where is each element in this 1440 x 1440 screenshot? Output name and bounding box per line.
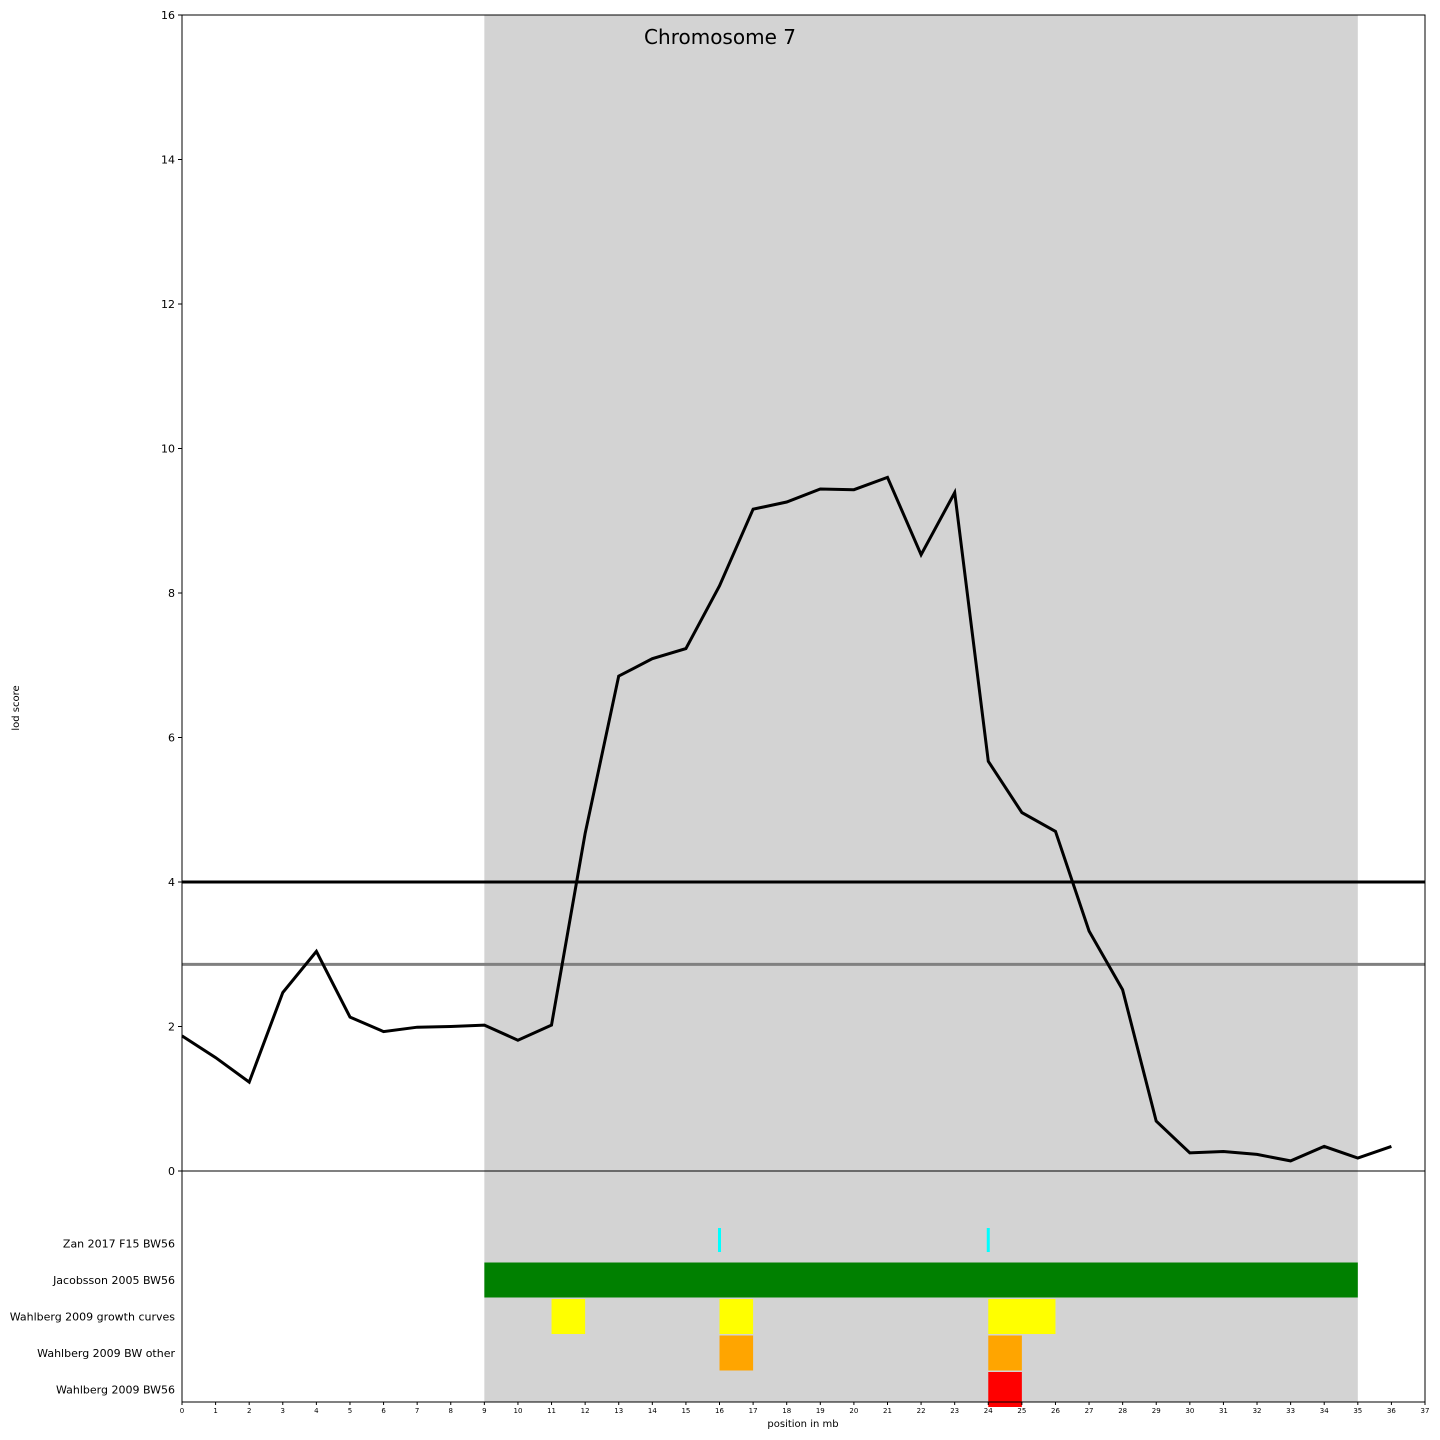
y-tick-label: 16 [161, 9, 175, 22]
x-tick-label: 36 [1387, 1407, 1396, 1415]
track-interval [988, 1372, 1022, 1407]
x-tick-label: 5 [348, 1407, 352, 1415]
x-tick-label: 12 [581, 1407, 590, 1415]
x-tick-label: 25 [1017, 1407, 1026, 1415]
x-tick-label: 31 [1219, 1407, 1228, 1415]
x-tick-label: 7 [415, 1407, 419, 1415]
x-tick-label: 13 [614, 1407, 623, 1415]
x-tick-label: 29 [1152, 1407, 1161, 1415]
x-tick-label: 15 [681, 1407, 690, 1415]
plot-frame [181, 14, 1426, 1403]
x-tick-label: 33 [1286, 1407, 1295, 1415]
y-tick-label: 12 [161, 298, 175, 311]
highlight-region [484, 15, 1358, 1402]
x-tick-label: 9 [482, 1407, 486, 1415]
track-interval [988, 1299, 1056, 1334]
y-tick-label: 4 [168, 876, 175, 889]
x-tick-label: 20 [849, 1407, 858, 1415]
y-axis-label: lod score [11, 685, 22, 730]
track-interval [551, 1299, 586, 1334]
x-tick-label: 34 [1320, 1407, 1329, 1415]
x-tick-label: 35 [1353, 1407, 1362, 1415]
x-tick-label: 4 [314, 1407, 319, 1415]
track-label-0: Zan 2017 F15 BW56 [63, 1238, 175, 1251]
track-interval [719, 1299, 754, 1334]
x-tick-label: 10 [513, 1407, 522, 1415]
x-tick-label: 28 [1118, 1407, 1127, 1415]
x-tick-label: 19 [816, 1407, 825, 1415]
x-tick-label: 8 [449, 1407, 453, 1415]
y-tick-label: 8 [168, 587, 175, 600]
x-tick-label: 0 [180, 1407, 184, 1415]
track-interval [484, 1262, 1358, 1298]
x-tick-label: 30 [1185, 1407, 1194, 1415]
x-tick-label: 23 [950, 1407, 959, 1415]
y-tick-label: 2 [168, 1021, 175, 1034]
x-tick-label: 24 [984, 1407, 993, 1415]
y-tick-label: 14 [161, 154, 175, 167]
track-label-4: Wahlberg 2009 BW56 [56, 1384, 175, 1397]
x-tick-label: 14 [648, 1407, 657, 1415]
x-tick-label: 26 [1051, 1407, 1060, 1415]
x-tick-label: 17 [749, 1407, 758, 1415]
x-tick-label: 32 [1253, 1407, 1262, 1415]
x-tick-label: 2 [247, 1407, 251, 1415]
x-tick-label: 16 [715, 1407, 724, 1415]
x-tick-label: 22 [917, 1407, 926, 1415]
track-label-3: Wahlberg 2009 BW other [37, 1347, 175, 1360]
x-tick-label: 21 [883, 1407, 892, 1415]
x-tick-label: 18 [782, 1407, 791, 1415]
track-interval [988, 1335, 1022, 1371]
x-tick-label: 27 [1085, 1407, 1094, 1415]
track-interval [719, 1335, 754, 1371]
x-tick-label: 11 [547, 1407, 556, 1415]
y-tick-label: 0 [168, 1165, 175, 1178]
track-label-1: Jacobsson 2005 BW56 [52, 1274, 175, 1287]
x-axis-label: position in mb [767, 1419, 838, 1430]
x-tick-label: 3 [281, 1407, 285, 1415]
x-tick-label: 37 [1421, 1407, 1430, 1415]
x-tick-label: 6 [381, 1407, 386, 1415]
chart-title: Chromosome 7 [644, 25, 796, 49]
track-label-2: Wahlberg 2009 growth curves [10, 1311, 176, 1324]
x-tick-label: 1 [213, 1407, 217, 1415]
y-tick-label: 6 [168, 732, 175, 745]
y-tick-label: 10 [161, 443, 175, 456]
